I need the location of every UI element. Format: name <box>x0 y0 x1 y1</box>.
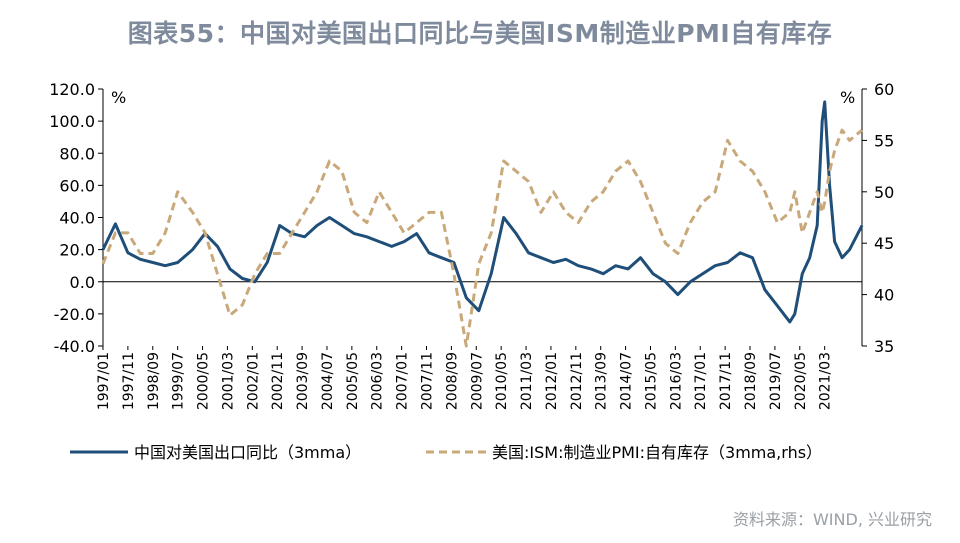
left-tick-label: 20.0 <box>59 241 95 260</box>
x-tick-label: 2012/11 <box>569 352 585 410</box>
left-tick-label: 120.0 <box>49 80 95 99</box>
left-axis-ticks: 120.0 100.0 80.0 60.0 40.0 20.0 0.0 -20.0 -40.0% <box>49 80 126 356</box>
x-tick-label: 2008/09 <box>444 352 460 410</box>
x-tick-label: 1997/01 <box>96 352 112 410</box>
right-tick-label: 55 <box>874 131 894 150</box>
series-lines <box>101 100 864 348</box>
x-tick-label: 2004/07 <box>320 352 336 410</box>
left-tick-label: -40.0 <box>54 337 95 356</box>
x-tick-label: 2016/03 <box>668 352 684 410</box>
x-tick-label: 2018/09 <box>743 352 759 410</box>
x-tick-label: 2002/11 <box>270 352 286 410</box>
x-tick-label: 2001/03 <box>220 352 236 410</box>
right-axis-unit: % <box>840 88 855 107</box>
x-tick-label: 1997/11 <box>121 352 137 410</box>
x-tick-label: 2003/09 <box>295 352 311 410</box>
x-tick-label: 1999/07 <box>171 352 187 410</box>
legend: 中国对美国出口同比（3mma） 美国:ISM:制造业PMI:自有库存（3mma,r… <box>70 443 822 462</box>
x-tick-label: 2009/07 <box>469 352 485 410</box>
legend-label-1: 中国对美国出口同比（3mma） <box>134 443 361 462</box>
x-tick-label: 2017/11 <box>718 352 734 410</box>
right-tick-label: 60 <box>874 80 894 99</box>
left-tick-label: 0.0 <box>70 273 95 292</box>
left-tick-label: 60.0 <box>59 176 95 195</box>
x-tick-label: 2019/07 <box>768 352 784 410</box>
x-tick-label: 1998/09 <box>146 352 162 410</box>
legend-label-2: 美国:ISM:制造业PMI:自有库存（3mma,rhs） <box>492 443 822 462</box>
x-tick-label: 2013/09 <box>594 352 610 410</box>
right-tick-label: 45 <box>874 234 894 253</box>
x-tick-label: 2007/01 <box>395 352 411 410</box>
x-tick-label: 2021/03 <box>818 352 834 410</box>
x-tick-label: 2002/01 <box>245 352 261 410</box>
x-tick-label: 2014/07 <box>619 352 635 410</box>
x-tick-label: 2010/05 <box>494 352 510 410</box>
x-tick-label: 2005/05 <box>345 352 361 410</box>
left-tick-label: 100.0 <box>49 112 95 131</box>
right-tick-label: 35 <box>874 337 894 356</box>
x-axis-ticks: 1997/01 1997/11 1998/09 1999/07 2000/05 2001/… <box>96 346 834 410</box>
x-tick-label: 2000/05 <box>196 352 212 410</box>
chart-title: 图表55：中国对美国出口同比与美国ISM制造业PMI自有库存 <box>127 19 833 48</box>
right-tick-label: 50 <box>874 183 894 202</box>
source-note: 资料来源：WIND, 兴业研究 <box>732 510 932 529</box>
x-tick-label: 2020/05 <box>793 352 809 410</box>
axes <box>102 89 863 346</box>
x-tick-label: 2006/03 <box>370 352 386 410</box>
x-tick-label: 2017/01 <box>693 352 709 410</box>
series-ism-inventory-line <box>101 128 863 348</box>
x-tick-label: 2012/01 <box>544 352 560 410</box>
left-tick-label: 40.0 <box>59 209 95 228</box>
left-tick-label: -20.0 <box>54 305 95 324</box>
x-tick-label: 2007/11 <box>420 352 436 410</box>
left-tick-label: 80.0 <box>59 144 95 163</box>
x-tick-label: 2011/03 <box>519 352 535 410</box>
series-china-exports-line <box>101 100 864 324</box>
x-tick-label: 2015/05 <box>643 352 659 410</box>
right-axis-ticks: 60 55 50 45 40 35% <box>840 80 894 356</box>
left-axis-unit: % <box>111 88 126 107</box>
right-tick-label: 40 <box>874 286 894 305</box>
